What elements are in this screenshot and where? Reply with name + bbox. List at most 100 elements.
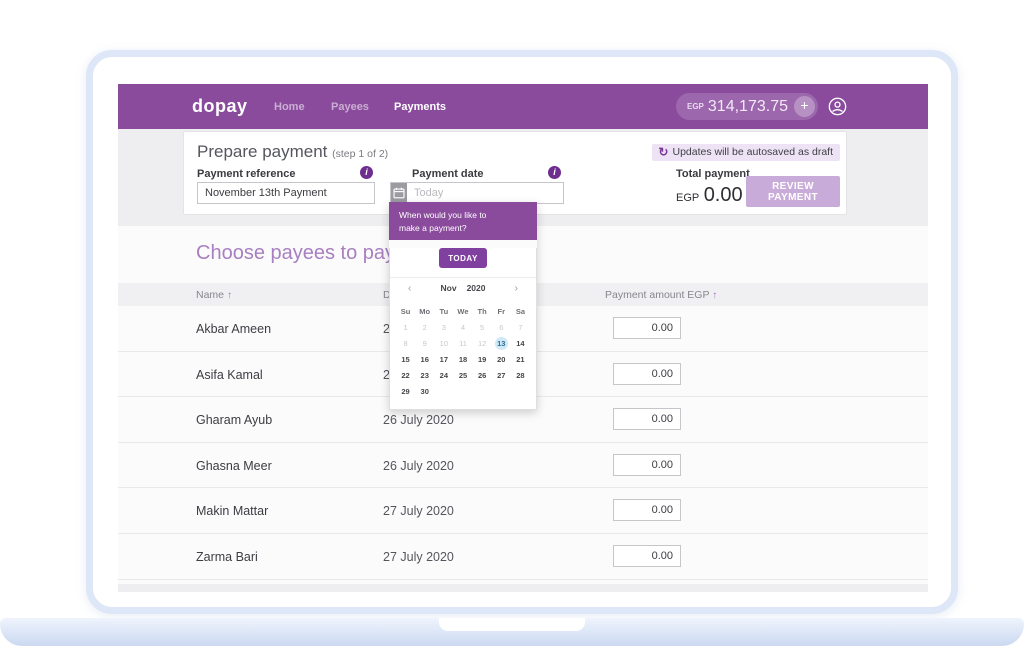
review-payment-button[interactable]: REVIEW PAYMENT [746,176,840,207]
day-cell[interactable]: 18 [458,354,468,364]
column-header-name[interactable]: Name ↑ [196,289,232,301]
day-cell[interactable]: 22 [401,370,410,380]
column-header-amount[interactable]: Payment amount EGP ↑ [605,289,717,301]
laptop-notch [439,618,585,631]
today-button[interactable]: TODAY [439,248,487,268]
balance-value: 314,173.75 [707,97,788,115]
payees-heading: Choose payees to pay [196,242,396,264]
weekday-header-row: Su Mo Tu We Th Fr Sa [390,304,536,319]
dopay-logo: dopay [192,96,248,116]
date-picker-tooltip: When would you like to make a payment? [389,202,537,240]
day-cell[interactable]: 19 [477,354,487,364]
day-cell: 1 [403,322,408,332]
nav-item-home[interactable]: Home [274,100,305,113]
day-cell: 4 [460,322,466,332]
day-cell: 9 [422,338,427,348]
day-cell[interactable]: 21 [516,354,525,364]
day-cell-today[interactable]: 13 [492,335,511,351]
account-icon[interactable] [828,97,847,121]
payment-amount-input[interactable] [613,408,681,431]
day-cell[interactable]: 23 [420,370,429,380]
balance-currency: EGP [687,102,704,111]
day-cell[interactable]: 30 [420,386,429,396]
payment-amount-input[interactable] [613,362,681,385]
day-cell[interactable]: 28 [516,370,525,380]
weekday-label: Th [477,307,487,316]
top-nav: dopay Home Payees Payments EGP 314,173.7… [118,84,928,129]
table-row: Makin Mattar 27 July 2020 [118,488,928,534]
payment-amount-input[interactable] [613,453,681,476]
name-sort-icon: ↑ [226,290,232,301]
total-payment-value: EGP 0.00 [676,184,743,207]
laptop-base [0,618,1024,646]
day-cell: 6 [499,322,504,332]
balance-pill: EGP 314,173.75 + [676,93,818,120]
day-cell: 11 [459,338,467,348]
day-row: 29 30 [390,383,536,399]
autosave-text: Updates will be autosaved as draft [672,146,833,158]
day-cell[interactable]: 16 [420,354,429,364]
add-funds-button[interactable]: + [793,96,815,117]
payment-amount-input[interactable] [613,499,681,522]
day-cell: 12 [477,338,487,348]
weekday-label: Tu [439,307,449,316]
day-cell: 7 [518,322,523,332]
day-cell[interactable]: 27 [497,370,506,380]
day-cell: 8 [403,338,408,348]
total-payment-label: Total payment [676,168,750,180]
day-cell[interactable]: 25 [458,370,468,380]
weekday-label: Su [400,307,411,316]
next-month-icon[interactable]: › [514,282,518,294]
day-cell[interactable]: 29 [401,386,410,396]
payment-reference-label: Payment reference [197,168,296,180]
day-cell[interactable]: 15 [401,354,410,364]
day-cell: 2 [422,322,427,332]
date-picker-popup: When would you like to make a payment? T… [389,202,537,410]
payee-name: Zarma Bari [196,549,258,564]
payment-date-field [390,182,564,204]
day-cell[interactable]: 24 [439,370,449,380]
empty-day-cell [434,383,453,399]
prev-month-icon[interactable]: ‹ [408,282,412,294]
day-cell[interactable]: 26 [477,370,487,380]
payment-reference-input[interactable] [197,182,375,204]
empty-day-cell [473,383,492,399]
payment-amount-input[interactable] [613,317,681,339]
empty-day-cell [453,383,472,399]
empty-day-cell [492,383,511,399]
payment-amount-input[interactable] [613,544,681,567]
payee-date-added: 27 July 2020 [383,549,454,564]
empty-day-cell [511,383,530,399]
day-cell[interactable]: 14 [516,338,525,348]
amount-header-text: Payment amount EGP [605,289,710,301]
day-cell: 10 [439,338,449,348]
payment-date-info-icon[interactable]: i [548,166,561,179]
nav-item-payments[interactable]: Payments [394,100,446,113]
payee-name: Gharam Ayub [196,413,273,428]
tooltip-line1: When would you like to [399,210,487,220]
day-row: 8 9 10 11 12 13 14 [390,335,536,351]
prepare-title-text: Prepare payment [197,142,328,161]
total-amount: 0.00 [703,184,743,206]
nav-item-payees[interactable]: Payees [331,100,369,113]
day-cell[interactable]: 20 [497,354,506,364]
weekday-label: We [457,307,469,316]
calendar-icon[interactable] [391,183,407,203]
year-label: 2020 [466,283,486,293]
day-cell[interactable]: 17 [439,354,449,364]
payment-reference-info-icon[interactable]: i [360,166,373,179]
weekday-label: Mo [419,307,431,316]
payment-date-input[interactable] [407,183,563,203]
day-grid: 1 2 3 4 5 6 7 8 9 10 11 12 13 14 15 16 17 18 19 20 21 22 23 24 2… [390,319,536,399]
month-year-label: Nov 2020 [441,283,486,293]
payee-name: Akbar Ameen [196,322,272,336]
name-header-text: Name [196,289,225,301]
day-row: 15 16 17 18 19 20 21 [390,351,536,367]
table-row: Zarma Bari 27 July 2020 [118,534,928,580]
payee-name: Makin Mattar [196,504,269,519]
amount-sort-icon: ↑ [712,290,718,301]
laptop-screen: dopay Home Payees Payments EGP 314,173.7… [86,50,958,614]
payee-name: Asifa Kamal [196,367,263,382]
step-indicator: (step 1 of 2) [332,148,389,160]
